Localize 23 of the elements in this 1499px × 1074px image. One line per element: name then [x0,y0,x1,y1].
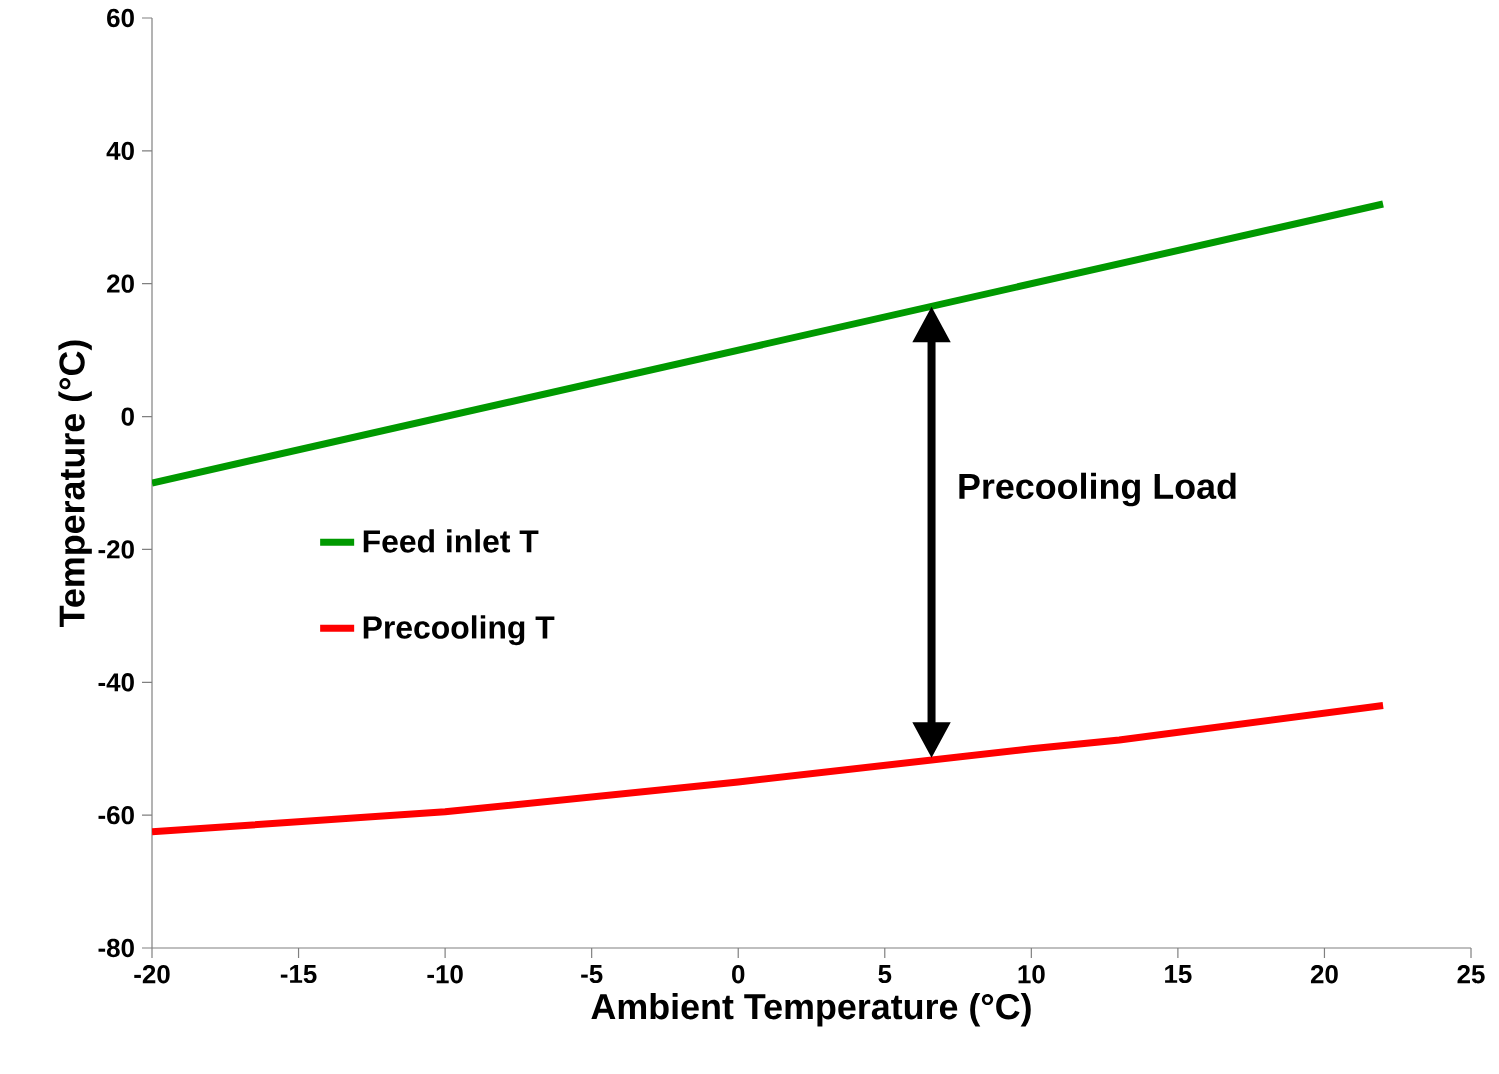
y-tick-label: 60 [107,8,134,28]
x-tick-label: -15 [280,965,317,984]
x-tick-label: 10 [1018,965,1045,984]
x-tick-label: -10 [427,965,463,984]
x-tick-label: 15 [1165,965,1192,984]
y-tick-label: 0 [121,407,134,426]
x-tick-label: 20 [1310,965,1338,984]
y-tick-label: -40 [98,673,134,692]
legend-label: Precooling T [363,615,555,646]
x-tick-label: 25 [1457,965,1485,984]
y-tick-label: -60 [98,805,134,825]
x-tick-label: -5 [581,965,603,984]
x-tick-label: 0 [732,965,745,984]
x-axis-title: Ambient Temperature (°C) [591,993,1031,1027]
x-tick-label: 5 [878,965,892,984]
y-tick-label: -20 [98,540,134,559]
y-tick-label: 20 [107,274,134,293]
annotation: Precooling Load [959,472,1236,507]
y-tick-label: 40 [106,141,134,161]
legend-label: Feed inlet T [363,529,539,553]
y-axis-title: Temperature (°C) [58,340,92,627]
x-tick-label: -20 [134,965,170,984]
y-tick-label: -80 [98,938,134,958]
